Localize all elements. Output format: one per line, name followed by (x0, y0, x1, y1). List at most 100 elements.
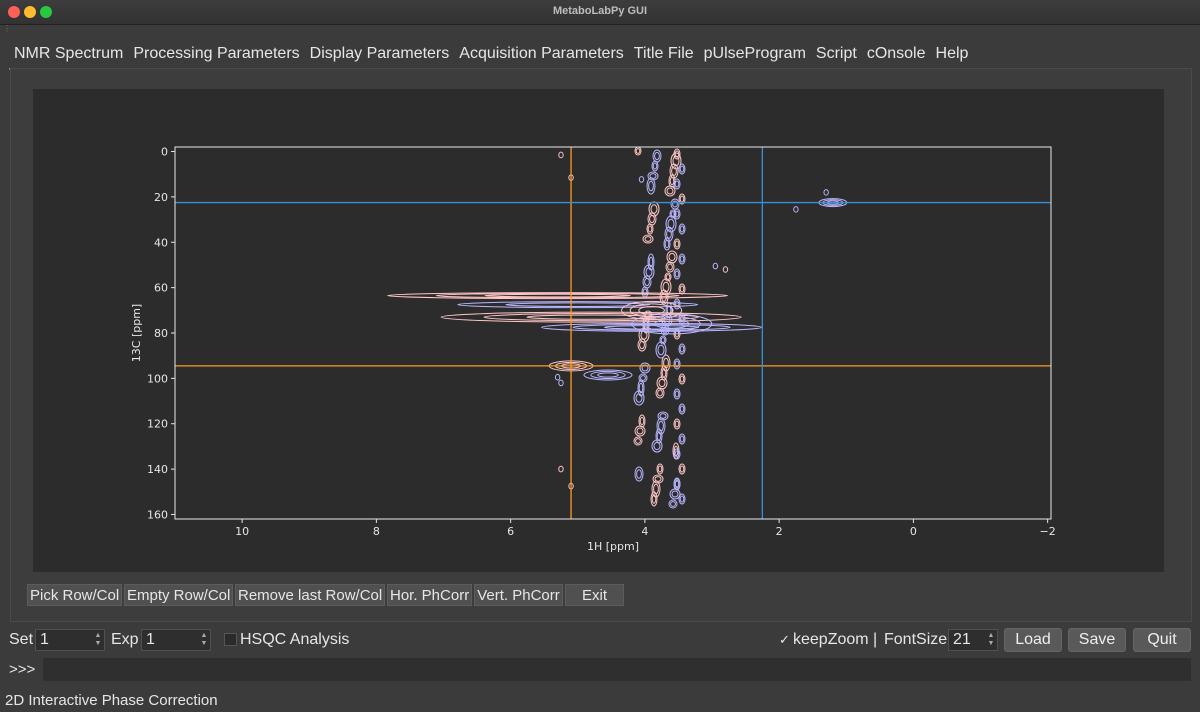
contour-peak (667, 263, 673, 271)
empty-row-col-button[interactable]: Empty Row/Col (124, 584, 233, 606)
contour-peak (655, 387, 665, 399)
contour-peak (651, 160, 659, 172)
exit-button[interactable]: Exit (565, 584, 624, 606)
maximize-window-button[interactable] (40, 6, 52, 18)
contour-peak (639, 340, 645, 350)
contour-peak (541, 322, 763, 332)
contour-peak (638, 414, 646, 428)
contour-peak (635, 393, 643, 403)
set-spinbox[interactable]: 1 ▲ ▼ (35, 629, 105, 651)
remove-last-row-col-button[interactable]: Remove last Row/Col (235, 584, 385, 606)
contour-peak (678, 193, 686, 205)
set-value: 1 (40, 631, 49, 648)
contour-peak (674, 420, 680, 428)
contour-peak (679, 345, 685, 353)
contour-peak (673, 238, 681, 250)
y-tick-label: 120 (147, 418, 168, 431)
contour-peak (678, 223, 686, 235)
contour-peak (670, 198, 680, 210)
contour-peak (679, 465, 685, 473)
phase-correction-buttons: Pick Row/Col Empty Row/Col Remove last R… (27, 584, 624, 606)
spectrum-plot-canvas[interactable]: 10 8 6 4 2 0 −2 0 20 40 60 80 100 120 140 160 1H [ppm]… (33, 89, 1164, 572)
contour-peak (674, 390, 680, 398)
contour-peak (639, 362, 651, 374)
minimize-window-button[interactable] (24, 6, 36, 18)
tab-script[interactable]: Script (815, 45, 857, 62)
console-input[interactable] (43, 658, 1191, 681)
contour-peak (679, 285, 685, 293)
tab-pulse-program[interactable]: pUlseProgram (703, 45, 806, 62)
contour-peak (659, 335, 667, 345)
tab-nmr-spectrum[interactable]: NMR Spectrum (9, 44, 129, 70)
contour-peak (650, 204, 658, 214)
contour-peak (633, 390, 645, 406)
contour-peak (435, 292, 680, 299)
tab-processing-parameters[interactable]: Processing Parameters (133, 45, 300, 62)
contour-peak (457, 301, 699, 309)
tab-bar: NMR Spectrum Processing Parameters Displ… (9, 44, 973, 70)
console-prompt: >>> (9, 661, 36, 678)
contour-peak (674, 270, 680, 278)
contour-peak (679, 165, 685, 173)
contour-peak (651, 439, 663, 453)
title-bar: MetaboLabPy GUI (0, 0, 1200, 25)
keepzoom-check-icon[interactable]: ✓ (779, 632, 790, 647)
save-button[interactable]: Save (1068, 628, 1126, 652)
x-axis-label: 1H [ppm] (587, 540, 639, 553)
contour-peak (638, 382, 644, 394)
status-bar-text: 2D Interactive Phase Correction (5, 692, 218, 709)
contour-peak (639, 416, 645, 426)
set-stepper-icon[interactable]: ▲ ▼ (94, 632, 102, 647)
contour-peak (669, 176, 675, 186)
close-window-button[interactable] (8, 6, 20, 18)
tab-console[interactable]: cOnsole (866, 45, 926, 62)
contour-peak (678, 403, 686, 415)
contour-peak (664, 239, 670, 249)
contour-peak (673, 178, 681, 190)
fontsize-value: 21 (953, 631, 971, 648)
contour-peak (572, 323, 731, 331)
tab-title-file[interactable]: Title File (633, 45, 694, 62)
hsqc-analysis-checkbox[interactable] (224, 633, 237, 646)
hor-phcorr-button[interactable]: Hor. PhCorr (387, 584, 472, 606)
contour-peak (651, 494, 657, 504)
contour-peak (629, 303, 674, 318)
x-tick-label: 8 (373, 525, 380, 538)
quit-button[interactable]: Quit (1133, 628, 1191, 652)
tab-help[interactable]: Help (935, 45, 969, 62)
y-tick-label: 80 (154, 327, 168, 340)
contour-peak (657, 465, 663, 473)
contour-peak (669, 209, 677, 219)
y-tick-label: 20 (154, 191, 168, 204)
load-button[interactable]: Load (1004, 628, 1062, 652)
contour-peak (647, 253, 655, 271)
x-axis-ticks: 10 8 6 4 2 0 −2 (235, 519, 1056, 538)
contour-peak (673, 448, 681, 460)
pick-row-col-button[interactable]: Pick Row/Col (27, 584, 122, 606)
contour-peak (644, 236, 652, 242)
contour-peak (633, 436, 643, 446)
x-tick-label: −2 (1040, 525, 1056, 538)
tab-display-parameters[interactable]: Display Parameters (309, 45, 450, 62)
contour-peak (678, 373, 686, 385)
y-tick-label: 60 (154, 282, 168, 295)
exp-spinbox[interactable]: 1 ▲ ▼ (141, 629, 211, 651)
contour-peak (637, 338, 647, 352)
contour-peak (387, 292, 729, 300)
fontsize-stepper-icon[interactable]: ▲ ▼ (987, 632, 995, 647)
tab-acquisition-parameters[interactable]: Acquisition Parameters (459, 45, 624, 62)
fontsize-spinbox[interactable]: 21 ▲ ▼ (948, 629, 998, 651)
contour-peak (653, 441, 661, 451)
toolbar-grip-icon[interactable]: ⋮ (3, 24, 11, 33)
vert-phcorr-button[interactable]: Vert. PhCorr (474, 584, 563, 606)
contour-peak (670, 501, 676, 507)
exp-stepper-icon[interactable]: ▲ ▼ (200, 632, 208, 647)
y-axis-label: 13C [ppm] (130, 304, 143, 362)
contour-peak (558, 379, 564, 387)
contour-peak (666, 229, 672, 239)
contour-peak (646, 177, 656, 195)
contour-peak (671, 166, 677, 176)
contour-peak (558, 151, 564, 159)
contour-peak (440, 311, 742, 323)
